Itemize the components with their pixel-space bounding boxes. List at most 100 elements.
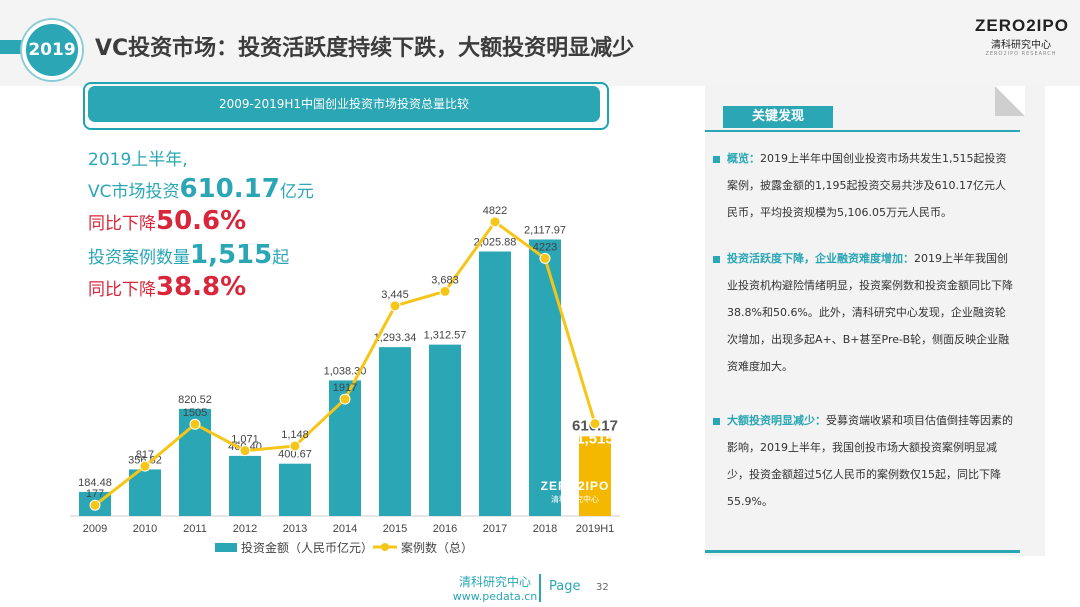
logo-sub-text: 清科研究中心 bbox=[991, 40, 1051, 51]
case-label-2016: 3,683 bbox=[431, 274, 459, 286]
finding-overview-head: 概览： bbox=[727, 152, 760, 165]
kpi-deal-count-suffix: 起 bbox=[272, 248, 290, 268]
page-title: VC投资市场：投资活跃度持续下跌，大额投资明显减少 bbox=[95, 36, 635, 61]
kpi-amount-decline-value: 50.6% bbox=[156, 206, 247, 236]
kpi-amount-value: 610.17 bbox=[179, 174, 280, 204]
chart-title-frame bbox=[83, 82, 609, 130]
bar-2015 bbox=[379, 347, 411, 516]
zero2ipo-logo: ZERO2IPO 清科研究中心 ZERO2IPO RESEARCH bbox=[975, 16, 1069, 57]
bar-2013 bbox=[279, 463, 311, 516]
bar-2016 bbox=[429, 344, 461, 516]
panel-top-rule bbox=[705, 130, 1020, 132]
year-badge: 2019 bbox=[22, 20, 82, 80]
case-marker-2015 bbox=[389, 300, 401, 312]
bar-label-2009: 184.48 bbox=[78, 477, 112, 489]
finding-large-deals-body: 受募资端收紧和项目估值倒挂等因素的影响，2019上半年，我国创投市场大额投资案例… bbox=[727, 414, 1013, 508]
case-label-2009: 177 bbox=[86, 488, 104, 500]
case-marker-2016 bbox=[439, 285, 451, 297]
kpi-investment-amount: VC市场投资610.17亿元 bbox=[88, 176, 314, 202]
case-label-2010: 817 bbox=[136, 449, 154, 461]
footer-page-label: Page bbox=[549, 579, 581, 594]
kpi-amount-prefix: VC市场投资 bbox=[88, 182, 180, 202]
finding-overview: 概览：2019上半年中国创业投资市场共发生1,515起投资案例，披露金额的1,1… bbox=[713, 145, 1013, 226]
case-label-2013: 1,148 bbox=[281, 429, 309, 441]
case-marker-2009 bbox=[89, 499, 101, 511]
case-label-2019H1: 1,515 bbox=[576, 431, 614, 448]
logo-main-text: ZERO2IPO bbox=[975, 16, 1069, 35]
kpi-deal-decline-prefix: 同比下降 bbox=[88, 280, 156, 300]
kpi-amount-decline: 同比下降50.6% bbox=[88, 208, 246, 234]
x-tick-2017: 2017 bbox=[483, 523, 507, 535]
panel-corner-cut bbox=[995, 86, 1025, 116]
key-findings-tag: 关键发现 bbox=[723, 106, 833, 128]
footer-org: 清科研究中心 bbox=[458, 575, 531, 589]
legend-line-marker bbox=[381, 543, 389, 551]
watermark-sub: 清科研究中心 bbox=[551, 494, 599, 504]
bullet-icon bbox=[713, 417, 720, 425]
case-marker-2018 bbox=[539, 252, 551, 264]
x-tick-2014: 2014 bbox=[333, 523, 357, 535]
x-tick-2015: 2015 bbox=[383, 523, 407, 535]
x-tick-2009: 2009 bbox=[83, 523, 107, 535]
finding-large-deals-head: 大额投资明显减少： bbox=[727, 414, 826, 427]
chart-title: 2009-2019H1中国创业投资市场投资总量比较 bbox=[88, 86, 600, 122]
case-label-2012: 1,071 bbox=[231, 434, 259, 446]
kpi-deal-count: 投资案例数量1,515起 bbox=[88, 242, 289, 268]
finding-large-deals: 大额投资明显减少：受募资端收紧和项目估值倒挂等因素的影响，2019上半年，我国创… bbox=[713, 407, 1013, 515]
bar-label-2017: 2,025.88 bbox=[474, 237, 517, 249]
bar-2017 bbox=[479, 251, 511, 517]
case-label-2015: 3,445 bbox=[381, 289, 409, 301]
case-marker-2010 bbox=[139, 460, 151, 472]
kpi-deal-decline-value: 38.8% bbox=[156, 272, 247, 302]
x-tick-2019H1: 2019H1 bbox=[576, 523, 615, 535]
finding-activity-head: 投资活跃度下降，企业融资难度增加： bbox=[727, 252, 914, 265]
bar-label-2011: 820.52 bbox=[178, 394, 212, 406]
case-label-2018: 4223 bbox=[533, 241, 557, 253]
key-findings-panel bbox=[705, 86, 1045, 556]
footer-divider bbox=[539, 574, 541, 602]
bullet-icon bbox=[713, 255, 720, 263]
kpi-deal-count-prefix: 投资案例数量 bbox=[88, 248, 190, 268]
case-marker-2017 bbox=[489, 216, 501, 228]
x-tick-2018: 2018 bbox=[533, 523, 557, 535]
panel-bottom-rule bbox=[705, 550, 1020, 553]
case-marker-2014 bbox=[339, 393, 351, 405]
bullet-icon bbox=[713, 155, 720, 163]
x-tick-2013: 2013 bbox=[283, 523, 307, 535]
bar-2012 bbox=[229, 455, 261, 516]
bar-2010 bbox=[129, 469, 161, 516]
finding-overview-body: 2019上半年中国创业投资市场共发生1,515起投资案例，披露金额的1,195起… bbox=[727, 152, 1007, 219]
legend-bar-label: 投资金额（人民币亿元） bbox=[241, 540, 373, 555]
case-marker-2013 bbox=[289, 440, 301, 452]
legend-line-label: 案例数（总） bbox=[401, 540, 473, 555]
kpi-amount-decline-prefix: 同比下降 bbox=[88, 214, 156, 234]
bar-label-2016: 1,312.57 bbox=[424, 330, 467, 342]
x-tick-2011: 2011 bbox=[183, 523, 207, 535]
x-tick-2016: 2016 bbox=[433, 523, 457, 535]
footer-url[interactable]: www.pedata.cn bbox=[452, 590, 538, 603]
bar-2019H1 bbox=[579, 436, 611, 516]
finding-overview-text: 概览：2019上半年中国创业投资市场共发生1,515起投资案例，披露金额的1,1… bbox=[713, 145, 1013, 226]
watermark-logo: ZERO2IPO bbox=[541, 479, 610, 493]
bar-label-2015: 1,293.34 bbox=[374, 332, 417, 344]
kpi-amount-suffix: 亿元 bbox=[279, 182, 314, 202]
year-stripe bbox=[0, 40, 22, 54]
finding-activity-body: 2019上半年我国创业投资机构避险情绪明显，投资案例数和投资金额同比下降38.8… bbox=[727, 252, 1013, 373]
bar-2018 bbox=[529, 239, 561, 516]
case-marker-2012 bbox=[239, 445, 251, 457]
logo-tiny-text: ZERO2IPO RESEARCH bbox=[985, 51, 1057, 57]
x-tick-2010: 2010 bbox=[133, 523, 157, 535]
kpi-period-text: 2019上半年, bbox=[88, 150, 188, 170]
x-tick-2012: 2012 bbox=[233, 523, 257, 535]
finding-activity: 投资活跃度下降，企业融资难度增加：2019上半年我国创业投资机构避险情绪明显，投… bbox=[713, 245, 1013, 380]
finding-large-deals-text: 大额投资明显减少：受募资端收紧和项目估值倒挂等因素的影响，2019上半年，我国创… bbox=[713, 407, 1013, 515]
kpi-deal-count-value: 1,515 bbox=[190, 240, 273, 270]
case-marker-2011 bbox=[189, 418, 201, 430]
footer-page-number: 32 bbox=[596, 582, 609, 593]
title-bar bbox=[0, 0, 1080, 86]
year-badge-text: 2019 bbox=[28, 40, 76, 60]
bar-label-2018: 2,117.97 bbox=[524, 224, 566, 236]
case-label-2014: 1917 bbox=[333, 382, 357, 394]
case-label-2011: 1505 bbox=[183, 407, 207, 419]
